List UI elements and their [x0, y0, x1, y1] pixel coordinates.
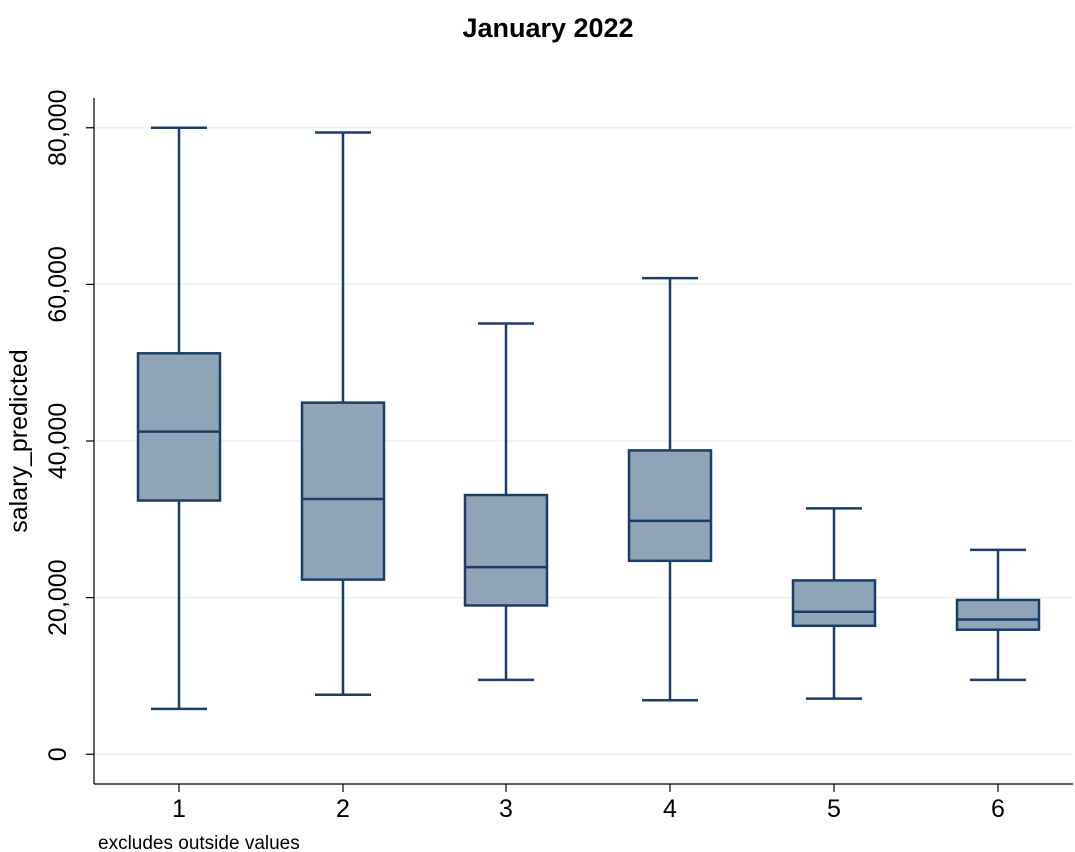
x-tick-label: 4: [663, 795, 677, 823]
x-tick-label: 5: [827, 795, 841, 823]
y-tick-label: 20,000: [44, 559, 72, 635]
iqr-box: [463, 493, 549, 607]
x-axis-ticks: 1 2 3 4 5 6: [172, 784, 1005, 823]
footnote: excludes outside values: [98, 833, 300, 852]
box-1: [136, 126, 222, 711]
x-tick-label: 2: [336, 795, 350, 823]
box-3: [463, 322, 549, 682]
x-tick-label: 1: [172, 795, 186, 823]
iqr-box: [791, 579, 877, 628]
box-4: [627, 276, 713, 702]
boxes: [136, 126, 1041, 711]
y-tick-label: 80,000: [44, 90, 72, 166]
iqr-box: [300, 401, 386, 581]
iqr-box: [955, 598, 1041, 631]
x-tick-label: 6: [991, 795, 1005, 823]
y-axis-label: salary_predicted: [5, 349, 33, 532]
y-axis-ticks: 0 20,000 40,000 60,000 80,000: [44, 90, 94, 761]
y-tick-label: 40,000: [44, 403, 72, 479]
chart-title: January 2022: [462, 13, 633, 43]
iqr-box: [627, 449, 713, 563]
gridlines: [94, 127, 1073, 755]
y-tick-label: 60,000: [44, 246, 72, 322]
x-tick-label: 3: [499, 795, 513, 823]
box-5: [791, 507, 877, 700]
box-2: [300, 131, 386, 696]
box-6: [955, 548, 1041, 682]
iqr-box: [136, 352, 222, 502]
y-tick-label: 0: [44, 747, 72, 761]
